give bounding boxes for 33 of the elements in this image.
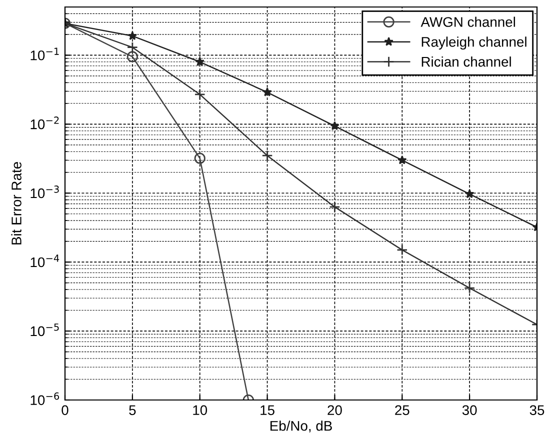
point: [330, 121, 340, 130]
point: [464, 189, 474, 198]
point: [329, 201, 340, 213]
point: [128, 31, 138, 40]
x-tick-label: 30: [462, 405, 477, 416]
y-axis-title: Bit Error Rate: [11, 162, 22, 244]
y-tick-label: 10$^{−6}$: [30, 392, 60, 406]
x-axis-title: Eb/No, dB: [270, 420, 332, 432]
legend-label: Rayleigh channel: [422, 36, 526, 50]
x-tick-label: 25: [395, 405, 410, 416]
x-tick-label: 10: [193, 405, 208, 416]
y-tick-label: 10$^{−3}$: [30, 186, 59, 198]
y-tick-label: 10$^{−4}$: [30, 254, 60, 268]
y-tick-label: 10$^{−1}$: [30, 48, 59, 60]
x-tick-label: 0: [62, 405, 68, 416]
point: [126, 51, 138, 62]
point: [194, 152, 206, 164]
x-tick-label: 35: [530, 405, 544, 416]
legend-label: Rician channel: [422, 56, 511, 67]
point: [126, 42, 138, 53]
point: [464, 282, 476, 294]
x-tick-label: 20: [328, 405, 342, 416]
point: [396, 244, 408, 256]
legend-label: AWGN channel: [420, 16, 515, 27]
point: [194, 88, 206, 100]
x-tick-label: 5: [129, 405, 136, 416]
point: [195, 57, 205, 66]
y-tick-label: 10$^{−5}$: [30, 324, 59, 336]
x-tick-label: 15: [260, 405, 274, 416]
point: [397, 155, 407, 164]
point: [262, 87, 272, 96]
point: [262, 150, 273, 162]
y-tick-label: 10$^{−2}$: [30, 116, 59, 130]
